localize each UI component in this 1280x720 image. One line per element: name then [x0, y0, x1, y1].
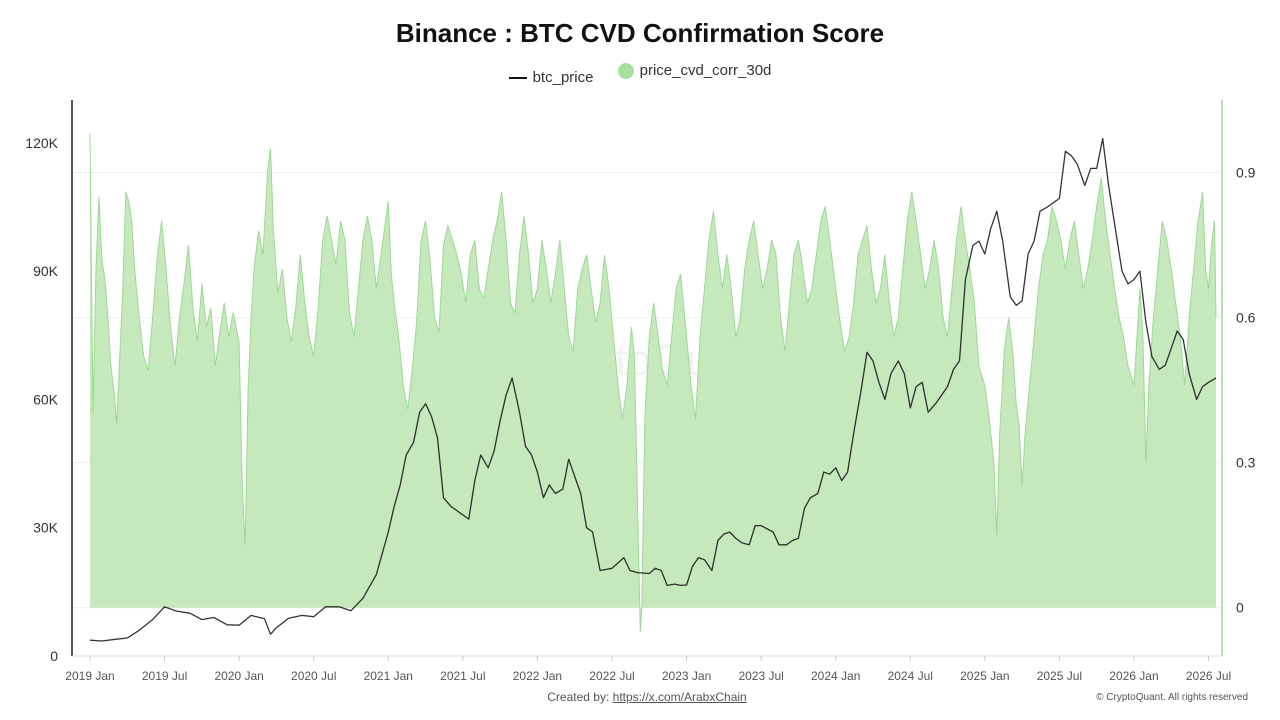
- legend-label-corr: price_cvd_corr_30d: [639, 62, 772, 79]
- right-axis-ticks: 0 0.3 0.6 0.9: [1236, 165, 1256, 616]
- x-tick-label-2: 2020 Jan: [214, 669, 263, 683]
- legend-line-swatch: [508, 76, 527, 79]
- x-tick-label-11: 2024 Jul: [888, 669, 933, 683]
- x-tick-label-8: 2023 Jan: [662, 669, 711, 683]
- x-tick-label-10: 2024 Jan: [811, 669, 860, 683]
- corr-area-fill: [90, 133, 1216, 632]
- x-axis-ticks: 2019 Jan 2019 Jul 2020 Jan 2020 Jul 2021 Jan…: [65, 656, 1231, 683]
- price-line-layer: [89, 137, 1217, 642]
- x-tick-label-9: 2023 Jul: [738, 669, 783, 683]
- chart-title: Binance : BTC CVD Confirmation Score: [395, 18, 885, 48]
- left-tick-label-4: 120K: [25, 135, 58, 151]
- creator-link[interactable]: https://x.com/ArabxChain: [612, 690, 747, 704]
- corr-series-line: [89, 133, 1217, 632]
- x-tick-label-13: 2025 Jul: [1037, 669, 1082, 683]
- left-tick-label-0: 0: [50, 648, 58, 664]
- chart-legend: btc_price price_cvd_corr_30d: [0, 62, 1280, 86]
- x-tick-label-6: 2022 Jan: [513, 669, 562, 683]
- x-tick-label-3: 2020 Jul: [291, 669, 336, 683]
- legend-item-btc-price[interactable]: btc_price: [508, 69, 594, 86]
- x-tick-label-15: 2026 Jul: [1186, 669, 1231, 683]
- axes: [71, 100, 1223, 657]
- right-tick-label-2: 0.6: [1236, 310, 1256, 326]
- x-tick-label-0: 2019 Jan: [65, 669, 114, 683]
- price-series-line: [89, 137, 1217, 642]
- left-tick-label-3: 90K: [33, 263, 59, 279]
- left-tick-label-2: 60K: [33, 391, 59, 407]
- x-tick-label-5: 2021 Jul: [440, 669, 485, 683]
- x-tick-label-1: 2019 Jul: [142, 669, 187, 683]
- corr-area-layer: [89, 133, 1217, 632]
- legend-item-corr[interactable]: price_cvd_corr_30d: [617, 62, 772, 79]
- x-tick-label-7: 2022 Jul: [589, 669, 634, 683]
- x-tick-label-14: 2026 Jan: [1109, 669, 1158, 683]
- legend-label-btc-price: btc_price: [532, 69, 594, 86]
- right-tick-label-1: 0.3: [1236, 455, 1256, 471]
- legend-dot-swatch: [617, 62, 634, 79]
- left-tick-label-1: 30K: [33, 520, 59, 536]
- right-tick-label-0: 0: [1236, 600, 1244, 616]
- left-axis-ticks: 0 30K 60K 90K 120K: [25, 135, 58, 664]
- footer-copyright: © CryptoQuant. All rights reserved: [1096, 692, 1248, 703]
- created-by-label: Created by:: [547, 690, 610, 704]
- x-tick-label-4: 2021 Jan: [364, 669, 413, 683]
- footer-credit: Created by: https://x.com/ArabxChain: [0, 690, 1280, 704]
- x-tick-label-12: 2025 Jan: [960, 669, 1009, 683]
- right-tick-label-3: 0.9: [1236, 165, 1256, 181]
